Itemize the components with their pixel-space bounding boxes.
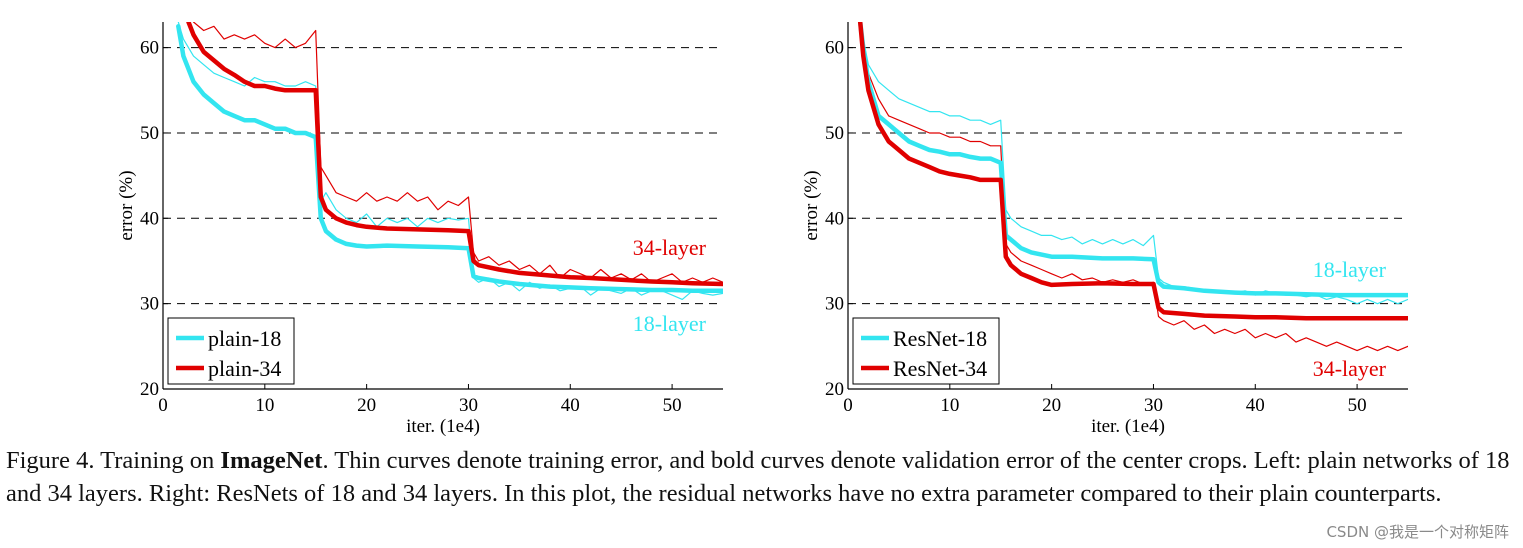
x-axis-label: iter. (1e4) [1091,416,1165,437]
legend-label-plain-34: plain-34 [208,356,281,381]
series-group [857,22,1408,352]
x-tick-label-30: 30 [459,395,478,416]
legend-box [167,317,295,385]
y-tick-label-20: 20 [140,379,159,400]
y-tick-label-60: 60 [825,38,844,59]
legend: plain-18 plain-34 [167,317,295,385]
left-chart-plain-networks: 20 30 40 50 60 0 10 20 30 40 50 iter. (1e4) error (%… [116,22,723,437]
annotation-34-layer: 34-layer [633,235,707,260]
annotation-18-layer: 18-layer [1313,257,1387,282]
x-tick-label-0: 0 [158,395,168,416]
y-tick-label-30: 30 [825,294,844,315]
validation-line-plain-18 [176,24,723,294]
watermark: CSDN @我是一个对称矩阵 [1326,523,1509,541]
y-tick-label-30: 30 [140,294,159,315]
x-tick-label-20: 20 [1042,395,1061,416]
y-axis-label: error (%) [116,170,137,240]
figure-canvas: 20 30 40 50 60 0 10 20 30 40 50 iter. (1e4) error (%… [116,22,1408,437]
y-tick-label-50: 50 [825,123,844,144]
training-line-resnet-34 [859,22,1408,352]
y-tick-label-50: 50 [140,123,159,144]
series-group [176,22,723,300]
y-tick-label-60: 60 [140,38,159,59]
x-tick-label-10: 10 [255,395,274,416]
x-tick-label-30: 30 [1144,395,1163,416]
x-tick-label-10: 10 [940,395,959,416]
x-tick-label-50: 50 [1348,395,1367,416]
x-axis-label: iter. (1e4) [406,416,480,437]
validation-line-plain-34 [186,22,723,287]
x-tick-label-50: 50 [663,395,682,416]
y-tick-label-20: 20 [825,379,844,400]
caption-bold-imagenet: ImageNet [220,447,323,474]
caption-prefix: Figure 4. Training on [6,447,221,474]
legend-label-resnet-18: ResNet-18 [893,326,987,351]
annotation-34-layer: 34-layer [1313,356,1387,381]
right-chart-resnets: 20 30 40 50 60 0 10 20 30 40 50 iter. (1e4) error (%… [801,22,1408,437]
y-tick-label-40: 40 [825,208,844,229]
y-axis-label: error (%) [801,170,822,240]
figure-caption: Figure 4. Training on ImageNet. Thin cur… [6,444,1518,510]
legend-box [852,317,1000,385]
x-tick-label-40: 40 [1246,395,1265,416]
y-tick-label-40: 40 [140,208,159,229]
annotation-18-layer: 18-layer [633,311,707,336]
x-tick-label-0: 0 [843,395,853,416]
legend-label-plain-18: plain-18 [208,326,281,351]
x-tick-label-40: 40 [561,395,580,416]
legend: ResNet-18 ResNet-34 [852,317,1000,385]
validation-line-resnet-34 [857,22,1408,321]
x-tick-label-20: 20 [357,395,376,416]
legend-label-resnet-34: ResNet-34 [893,356,987,381]
caption-body: . Thin curves denote training error, and… [6,447,1510,507]
validation-line-resnet-18 [857,22,1408,298]
